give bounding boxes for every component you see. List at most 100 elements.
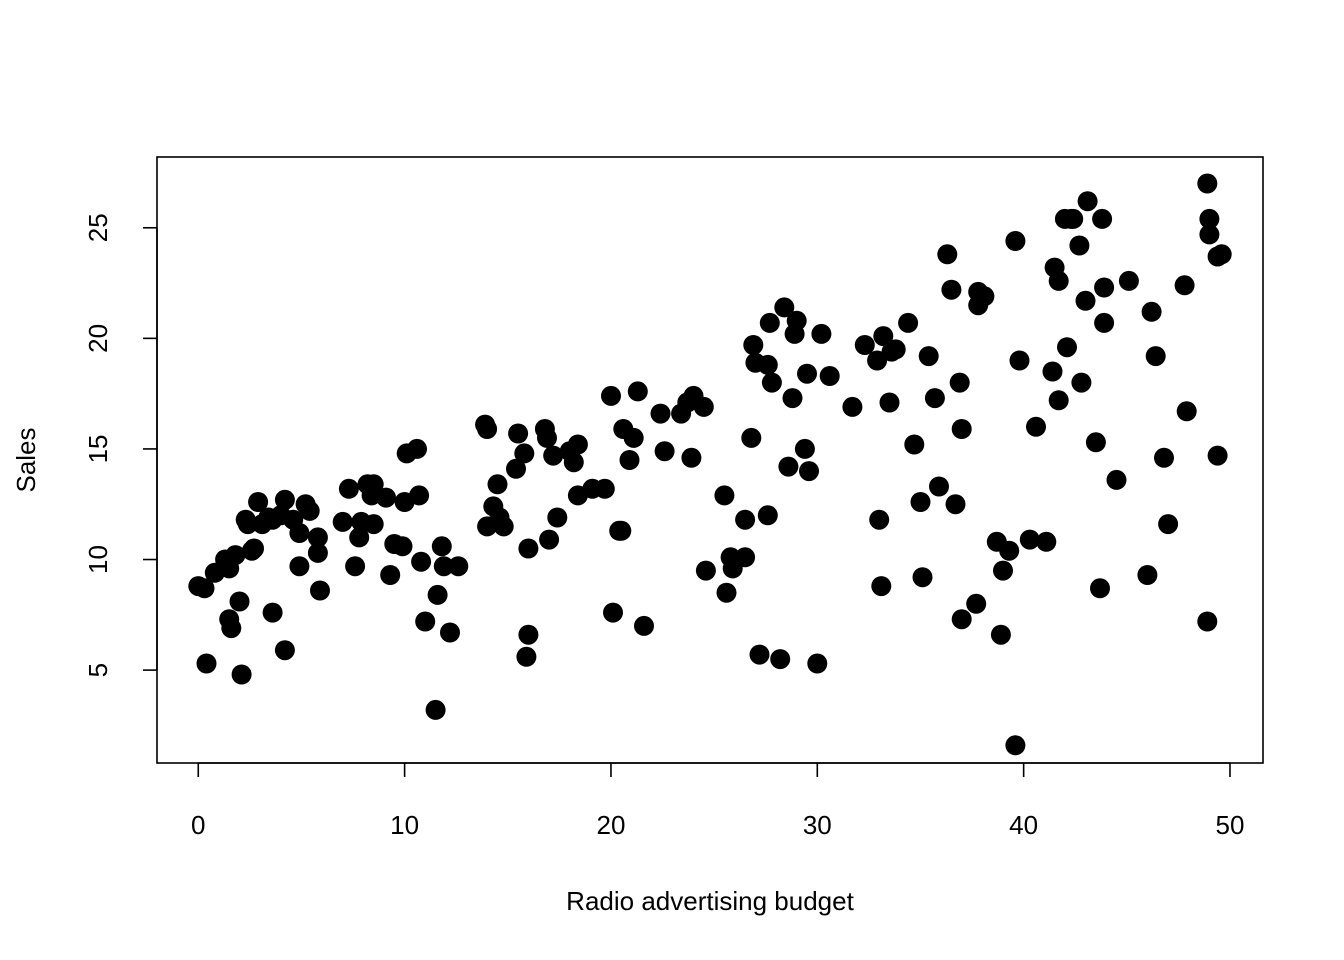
data-point <box>1036 531 1057 552</box>
data-point <box>1094 312 1115 333</box>
data-point <box>770 649 791 670</box>
data-point <box>289 523 310 543</box>
data-point <box>506 458 526 479</box>
data-point <box>493 516 514 537</box>
data-point <box>1145 346 1166 367</box>
data-point <box>757 354 778 375</box>
data-point <box>349 527 370 548</box>
data-point <box>695 560 716 581</box>
data-point <box>761 372 782 393</box>
data-point <box>1176 401 1197 422</box>
data-point <box>1174 275 1195 296</box>
data-point <box>518 624 539 645</box>
data-point <box>345 556 366 577</box>
data-point <box>757 505 778 526</box>
data-point <box>693 396 714 417</box>
data-point <box>1042 361 1063 382</box>
data-point <box>1005 735 1026 756</box>
data-point <box>508 423 529 444</box>
data-point <box>885 339 906 360</box>
data-point <box>338 478 359 499</box>
data-point <box>1069 235 1090 256</box>
data-point <box>1057 337 1077 358</box>
data-point <box>237 514 258 535</box>
data-point <box>807 653 828 674</box>
data-point <box>627 381 648 402</box>
data-point <box>262 602 283 623</box>
data-point <box>411 551 432 572</box>
data-point <box>716 582 737 603</box>
data-point <box>951 609 972 630</box>
data-point <box>274 640 295 661</box>
data-point <box>409 485 430 506</box>
data-point <box>248 492 269 512</box>
data-point <box>654 441 675 462</box>
data-point <box>477 419 498 439</box>
data-point <box>759 312 780 333</box>
data-point <box>1137 565 1158 585</box>
data-point <box>225 545 246 566</box>
data-point <box>518 538 539 559</box>
data-point <box>871 576 892 597</box>
data-point <box>912 567 933 588</box>
data-point <box>1118 270 1139 291</box>
data-point <box>601 385 621 406</box>
y-tick-label: 25 <box>83 213 113 242</box>
data-point <box>363 474 384 495</box>
data-point <box>910 492 931 512</box>
data-point <box>231 664 252 685</box>
data-point <box>898 312 919 333</box>
data-point <box>487 474 508 495</box>
plot-frame <box>156 156 1264 764</box>
data-point <box>623 427 644 448</box>
data-point <box>782 388 803 409</box>
data-point <box>1094 277 1115 298</box>
data-point <box>539 529 560 550</box>
x-tick-label: 10 <box>390 810 419 840</box>
data-point <box>1077 191 1098 212</box>
data-point <box>743 335 764 355</box>
data-point <box>854 335 875 355</box>
data-point <box>514 443 535 464</box>
data-point <box>794 438 815 459</box>
data-point <box>1092 208 1113 229</box>
data-point <box>799 461 819 482</box>
data-point <box>196 653 217 674</box>
data-point <box>929 476 949 497</box>
data-point <box>797 363 817 384</box>
data-point <box>904 434 925 455</box>
data-point <box>714 485 735 506</box>
x-axis-label: Radio advertising budget <box>566 886 854 916</box>
data-point <box>1197 173 1218 194</box>
data-point <box>949 372 970 393</box>
data-point <box>951 419 972 439</box>
data-point <box>1085 432 1106 453</box>
data-point <box>1197 611 1218 632</box>
data-point <box>1009 350 1030 371</box>
data-point <box>307 542 328 563</box>
data-point <box>819 366 840 386</box>
data-point <box>594 478 615 499</box>
data-point <box>786 310 807 331</box>
data-point <box>1026 416 1046 437</box>
data-point <box>407 438 427 459</box>
data-point <box>1199 224 1220 245</box>
data-point <box>1106 469 1127 490</box>
data-point <box>229 591 250 612</box>
data-point <box>448 556 469 577</box>
data-point <box>1158 514 1179 535</box>
data-point <box>299 500 320 521</box>
data-point <box>1211 244 1232 265</box>
data-point <box>537 427 557 448</box>
data-point <box>547 507 568 528</box>
data-point <box>941 279 962 300</box>
x-tick-label: 50 <box>1216 810 1245 840</box>
data-point <box>332 511 353 532</box>
data-point <box>1154 447 1174 468</box>
data-point <box>363 514 384 535</box>
data-point <box>778 456 799 477</box>
data-point <box>433 556 454 577</box>
data-point <box>869 509 890 530</box>
data-point <box>873 326 894 347</box>
